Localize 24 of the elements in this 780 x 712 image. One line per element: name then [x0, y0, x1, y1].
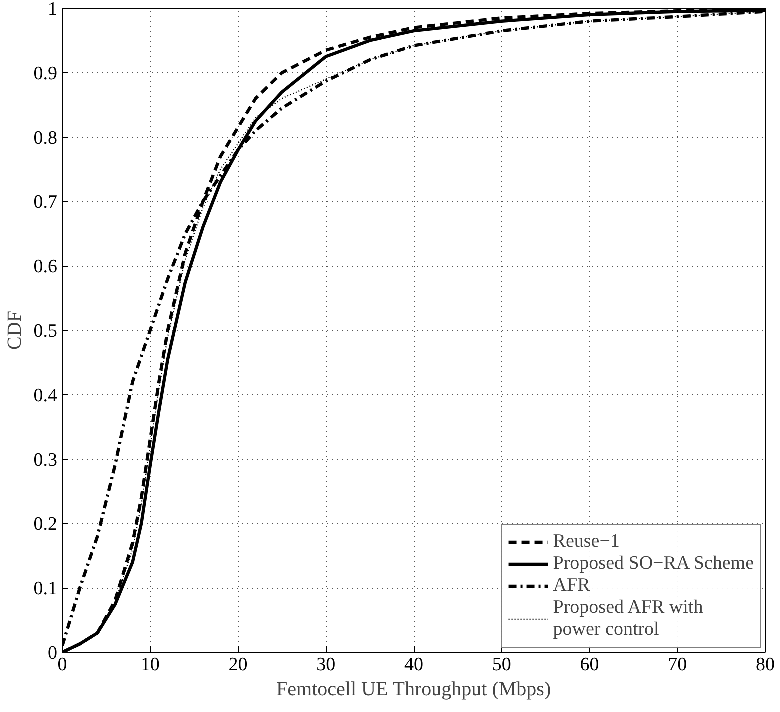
legend-label: Proposed SO−RA Scheme: [553, 553, 754, 575]
x-tick-label: 30: [316, 654, 336, 676]
x-tick-label: 70: [668, 654, 688, 676]
x-axis-title: Femtocell UE Throughput (Mbps): [276, 678, 552, 700]
y-tick-label: 0.4: [34, 385, 58, 406]
x-tick-label: 10: [140, 654, 160, 676]
y-tick-label: 0.3: [34, 450, 58, 471]
y-axis-title: CDF: [4, 311, 26, 350]
x-tick-label: 20: [228, 654, 248, 676]
y-tick-label: 0.6: [34, 256, 58, 278]
y-tick-label: 0.8: [34, 128, 58, 149]
y-tick-label: 0.2: [34, 514, 58, 536]
y-tick-label: 0.9: [34, 63, 58, 84]
y-tick-label: 0.5: [34, 321, 58, 342]
x-tick-label: 40: [404, 654, 424, 676]
x-tick-label: 50: [492, 654, 512, 676]
x-tick-label: 80: [756, 654, 775, 676]
x-tick-label: 60: [580, 654, 600, 676]
legend-label: Proposed AFR with power control: [553, 597, 704, 641]
y-tick-label: 1: [48, 0, 58, 20]
legend-label: AFR: [553, 575, 590, 597]
legend-label: Reuse−1: [553, 531, 620, 553]
y-tick-label: 0.1: [34, 578, 58, 600]
y-tick-label: 0.7: [34, 192, 58, 214]
